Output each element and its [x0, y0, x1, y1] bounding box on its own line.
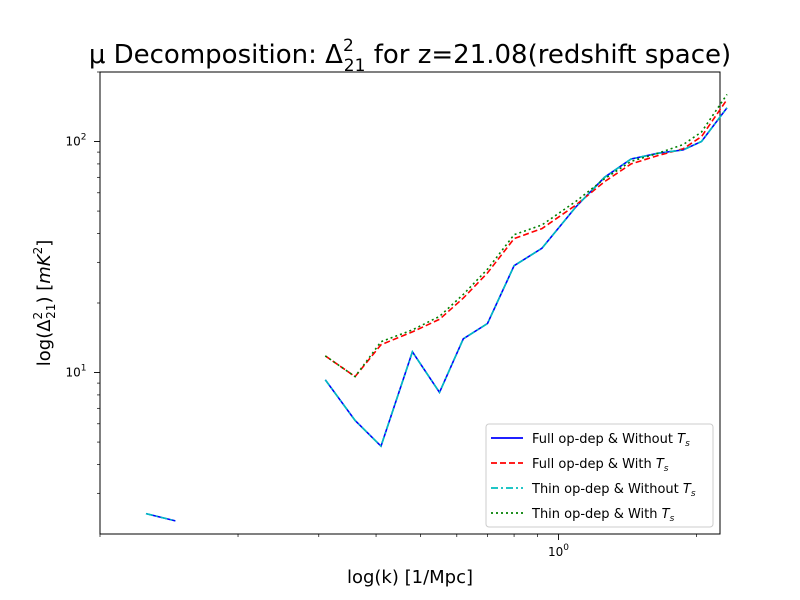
legend-box — [485, 423, 714, 528]
series-layer — [145, 93, 728, 522]
y-axis-label-sup: 2 — [31, 312, 45, 320]
y-axis-label-unit: mK — [34, 253, 55, 284]
series-3-line-segment-0 — [324, 93, 728, 378]
legend-label-3: Thin op-dep & With Ts — [531, 507, 675, 524]
legend: Full op-dep & Without Ts Full op-dep & Wi… — [485, 423, 714, 528]
legend-label-2: Thin op-dep & Without Ts — [531, 482, 696, 499]
chart-title-prefix: μ Decomposition: Δ — [89, 40, 343, 70]
y-tick-label: 102 — [65, 133, 86, 149]
series-2-line-segment-1 — [324, 107, 728, 448]
x-axis-label: log(k) [1/Mpc] — [347, 567, 473, 588]
chart-title: μ Decomposition: Δ2 21 for z=21.08(redshi… — [89, 36, 731, 76]
y-axis-label-prefix: log(Δ — [34, 319, 55, 366]
chart-title-sup: 2 — [343, 36, 354, 56]
x-tick-label: 100 — [548, 543, 569, 559]
y-axis-label-sub: 21 — [44, 304, 58, 319]
legend-label-0: Full op-dep & Without Ts — [532, 432, 690, 449]
chart-title-suffix: for z=21.08(redshift space) — [365, 40, 731, 70]
chart-title-sub: 21 — [344, 56, 366, 76]
legend-label-1: Full op-dep & With Ts — [532, 457, 669, 474]
series-2-line-segment-0 — [145, 512, 176, 522]
legend-items: Full op-dep & Without Ts Full op-dep & Wi… — [491, 432, 696, 524]
y-tick-label: 101 — [65, 364, 86, 380]
y-axis-label-end: ] — [34, 240, 55, 247]
y-axis-label-mid: ) [ — [34, 284, 55, 304]
y-axis-label-unit-sup: 2 — [31, 247, 45, 255]
y-axis-label: log(Δ221) [mK2] — [31, 240, 58, 367]
tick-layer: 100 101 102 — [65, 71, 697, 559]
